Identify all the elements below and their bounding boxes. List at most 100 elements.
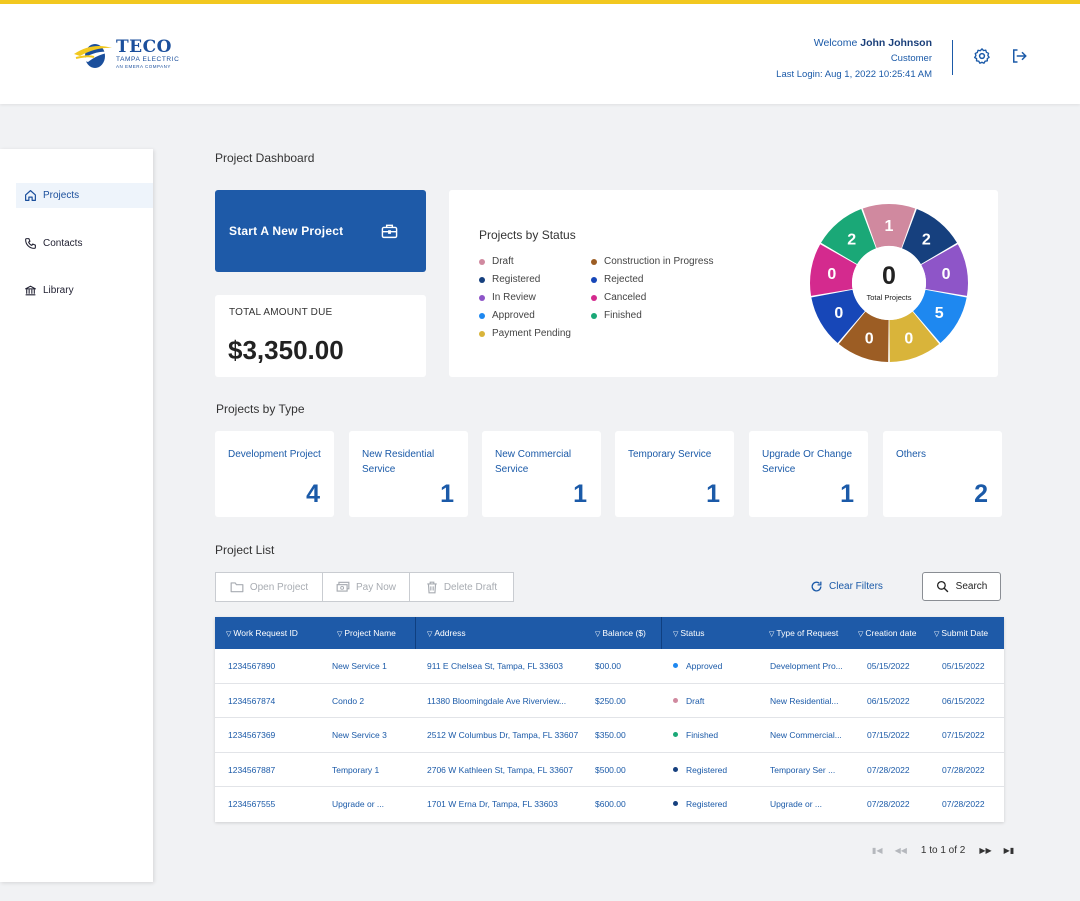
legend-dot: [591, 312, 597, 319]
column-divider: [661, 617, 662, 649]
type-count: 1: [840, 480, 854, 508]
type-label: New Residential Service: [362, 449, 435, 475]
legend-dot: [479, 312, 485, 319]
donut-slice-rejected[interactable]: [811, 289, 865, 343]
donut-slice-draft[interactable]: [862, 204, 916, 249]
cell-creation-date: 07/28/2022: [867, 799, 910, 809]
search-label: Search: [955, 581, 988, 592]
cell-balance: $500.00: [595, 764, 626, 775]
table-row[interactable]: 1234567887 Temporary 1 2706 W Kathleen S…: [215, 753, 1004, 787]
column-header-work-request-id[interactable]: Work Request ID: [226, 617, 298, 649]
legend-label: Canceled: [604, 292, 647, 303]
status-dot: [673, 801, 678, 807]
table-row[interactable]: 1234567874 Condo 2 11380 Bloomingdale Av…: [215, 684, 1004, 718]
cell-submit-date: 07/28/2022: [942, 799, 985, 809]
donut-slice-registered[interactable]: [902, 209, 957, 265]
legend-dot: [479, 258, 485, 265]
clear-filters-label: Clear Filters: [829, 581, 883, 592]
legend-item: Approved: [479, 310, 535, 321]
legend-dot: [479, 276, 485, 283]
clear-filters-button[interactable]: Clear Filters: [810, 580, 883, 593]
donut-total-label: Total Projects: [866, 293, 911, 302]
cell-work-request-id[interactable]: 1234567890: [228, 661, 276, 671]
column-header-project-name[interactable]: Project Name: [337, 617, 396, 649]
column-header-address[interactable]: Address: [427, 617, 465, 649]
cell-address: 11380 Bloomingdale Ave Riverview...: [427, 695, 567, 706]
header-divider: [952, 40, 953, 75]
sidebar-item-label: Library: [43, 285, 74, 296]
donut-slice-value: 0: [834, 305, 843, 322]
sidebar-item-library[interactable]: Library: [16, 278, 153, 303]
open-project-button[interactable]: Open Project: [215, 572, 323, 602]
type-count: 1: [440, 480, 454, 508]
column-header-submit-date[interactable]: Submit Date: [934, 617, 988, 649]
column-header-creation-date[interactable]: Creation date: [858, 617, 916, 649]
logo-name: TECO: [116, 37, 172, 57]
cell-project-name: Condo 2: [332, 695, 365, 706]
dashboard-title: Project Dashboard: [215, 151, 315, 165]
logo-text: TECO TAMPA ELECTRIC AN EMERA COMPANY: [116, 38, 179, 70]
first-page-icon[interactable]: ▮◀: [872, 846, 883, 855]
status-dot: [673, 732, 678, 738]
delete-draft-label: Delete Draft: [443, 581, 498, 593]
column-header-balance[interactable]: Balance ($): [595, 617, 645, 649]
welcome-prefix: Welcome: [813, 37, 858, 49]
donut-slice-construction-in-progress[interactable]: [838, 311, 889, 362]
table-row[interactable]: 1234567555 Upgrade or ... 1701 W Erna Dr…: [215, 787, 1004, 822]
type-label: Temporary Service: [628, 449, 712, 460]
donut-slice-canceled[interactable]: [810, 244, 857, 296]
column-header-status[interactable]: Status: [673, 617, 704, 649]
type-card-new-commercial[interactable]: New Commercial Service 1: [482, 431, 601, 517]
donut-center: [852, 246, 926, 320]
cell-type: New Commercial...: [770, 730, 842, 740]
cell-status: Registered: [673, 787, 727, 821]
sidebar-item-projects[interactable]: Projects: [16, 183, 153, 208]
type-card-new-residential[interactable]: New Residential Service 1: [349, 431, 468, 517]
donut-slice-in-review[interactable]: [921, 244, 968, 296]
legend-label: Draft: [492, 256, 514, 267]
donut-slice-approved[interactable]: [913, 289, 967, 343]
table-row[interactable]: 1234567369 New Service 3 2512 W Columbus…: [215, 718, 1004, 753]
cell-project-name: Temporary 1: [332, 764, 380, 775]
status-dot: [673, 697, 678, 703]
cell-balance: $600.00: [595, 799, 626, 809]
pagination: ▮◀ ◀◀ 1 to 1 of 2 ▶▶ ▶▮: [866, 845, 1020, 856]
pay-now-button[interactable]: Pay Now: [322, 572, 410, 602]
cell-work-request-id[interactable]: 1234567874: [228, 695, 276, 706]
teco-logo[interactable]: TECO TAMPA ELECTRIC AN EMERA COMPANY: [74, 36, 214, 76]
type-card-upgrade[interactable]: Upgrade Or Change Service 1: [749, 431, 868, 517]
previous-page-icon[interactable]: ◀◀: [894, 846, 907, 855]
type-count: 4: [306, 480, 320, 508]
gear-icon[interactable]: [973, 47, 991, 65]
donut-slice-finished[interactable]: [821, 209, 876, 265]
sidebar-item-contacts[interactable]: Contacts: [16, 231, 153, 256]
cell-work-request-id[interactable]: 1234567887: [228, 764, 276, 775]
cell-address: 2512 W Columbus Dr, Tampa, FL 33607: [427, 730, 579, 740]
next-page-icon[interactable]: ▶▶: [979, 846, 992, 855]
search-button[interactable]: Search: [922, 572, 1001, 601]
cell-submit-date: 06/15/2022: [942, 695, 985, 706]
column-header-type-of-request[interactable]: Type of Request: [769, 617, 838, 649]
table-header: Work Request ID Project Name Address Bal…: [215, 617, 1004, 649]
cell-work-request-id[interactable]: 1234567369: [228, 730, 276, 740]
cell-balance: $250.00: [595, 695, 626, 706]
cell-balance: $350.00: [595, 730, 626, 740]
cell-work-request-id[interactable]: 1234567555: [228, 799, 276, 809]
type-card-others[interactable]: Others 2: [883, 431, 1002, 517]
logout-icon[interactable]: [1010, 47, 1028, 65]
legend-item: Registered: [479, 274, 540, 285]
last-page-icon[interactable]: ▶▮: [1003, 846, 1015, 855]
pay-now-label: Pay Now: [355, 581, 396, 593]
sidebar-item-label: Contacts: [43, 238, 83, 249]
logo-tagline: AN EMERA COMPANY: [116, 64, 171, 69]
type-card-development[interactable]: Development Project 4: [215, 431, 334, 517]
legend-label: Registered: [492, 274, 541, 285]
type-card-temporary[interactable]: Temporary Service 1: [615, 431, 734, 517]
start-new-project-button[interactable]: Start A New Project: [215, 190, 426, 272]
table-row[interactable]: 1234567890 New Service 1 911 E Chelsea S…: [215, 649, 1004, 684]
logo-mark-icon: [74, 44, 112, 68]
status-text: Registered: [686, 799, 728, 809]
delete-draft-button[interactable]: Delete Draft: [409, 572, 514, 602]
donut-slice-value: 2: [847, 232, 856, 249]
donut-slice-payment-pending[interactable]: [889, 311, 940, 362]
